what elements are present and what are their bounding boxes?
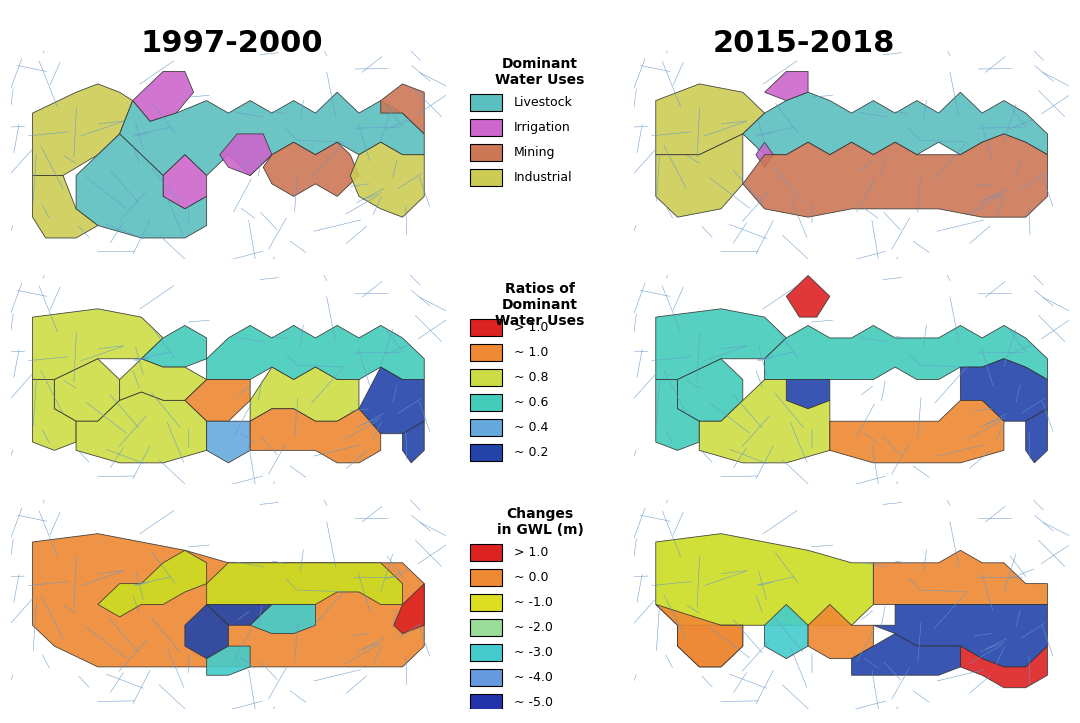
FancyBboxPatch shape (471, 594, 502, 611)
Text: 1997-2000: 1997-2000 (140, 29, 323, 58)
Polygon shape (206, 562, 403, 604)
FancyBboxPatch shape (471, 544, 502, 561)
Polygon shape (206, 422, 251, 463)
FancyBboxPatch shape (471, 344, 502, 361)
Polygon shape (699, 380, 829, 463)
FancyBboxPatch shape (471, 369, 502, 386)
FancyBboxPatch shape (471, 319, 502, 336)
Polygon shape (765, 604, 808, 659)
Polygon shape (133, 72, 193, 121)
Polygon shape (786, 380, 829, 408)
Polygon shape (32, 176, 98, 238)
Text: Mining: Mining (514, 146, 555, 159)
Text: Changes
in GWL (m): Changes in GWL (m) (497, 507, 583, 536)
FancyBboxPatch shape (471, 669, 502, 685)
Polygon shape (765, 72, 808, 100)
FancyBboxPatch shape (471, 169, 502, 186)
Polygon shape (359, 367, 424, 434)
Polygon shape (32, 534, 424, 667)
Polygon shape (54, 359, 120, 422)
Polygon shape (656, 604, 743, 667)
Polygon shape (219, 134, 272, 176)
Polygon shape (786, 275, 829, 317)
Polygon shape (829, 401, 1004, 463)
Text: Ratios of
Dominant
Water Uses: Ratios of Dominant Water Uses (496, 282, 584, 328)
Text: ~ -5.0: ~ -5.0 (514, 696, 553, 709)
Text: ~ -1.0: ~ -1.0 (514, 596, 553, 609)
FancyBboxPatch shape (471, 94, 502, 111)
Polygon shape (163, 155, 206, 209)
Text: > 1.0: > 1.0 (514, 546, 549, 559)
Text: Irrigation: Irrigation (514, 121, 570, 134)
Text: ~ 0.8: ~ 0.8 (514, 371, 549, 384)
Polygon shape (185, 380, 251, 422)
Polygon shape (141, 325, 206, 367)
Polygon shape (743, 93, 1048, 155)
Polygon shape (120, 93, 424, 176)
Polygon shape (874, 550, 1048, 604)
Polygon shape (743, 134, 1048, 217)
Polygon shape (251, 408, 381, 463)
Text: > 1.0: > 1.0 (514, 321, 549, 334)
Polygon shape (98, 550, 206, 617)
FancyBboxPatch shape (471, 119, 502, 136)
Text: ~ -2.0: ~ -2.0 (514, 621, 553, 634)
FancyBboxPatch shape (471, 694, 502, 711)
Polygon shape (76, 134, 206, 238)
Polygon shape (656, 309, 786, 380)
Text: ~ 0.2: ~ 0.2 (514, 446, 549, 459)
FancyBboxPatch shape (471, 644, 502, 661)
Text: ~ 1.0: ~ 1.0 (514, 346, 549, 359)
FancyBboxPatch shape (471, 145, 502, 161)
Polygon shape (677, 359, 743, 422)
Polygon shape (206, 325, 424, 380)
Polygon shape (251, 604, 315, 633)
Text: ~ 0.0: ~ 0.0 (514, 571, 549, 584)
Text: ~ 0.6: ~ 0.6 (514, 396, 549, 409)
Polygon shape (206, 604, 272, 625)
Polygon shape (1026, 408, 1048, 463)
Polygon shape (808, 604, 874, 659)
Text: ~ 0.4: ~ 0.4 (514, 421, 549, 434)
Polygon shape (677, 625, 743, 667)
Polygon shape (852, 633, 960, 675)
Text: Industrial: Industrial (514, 171, 572, 184)
Polygon shape (32, 84, 133, 176)
Polygon shape (185, 604, 228, 659)
Polygon shape (765, 325, 1048, 380)
Polygon shape (251, 367, 359, 422)
Polygon shape (394, 583, 424, 633)
Polygon shape (206, 646, 251, 675)
Text: ~ -4.0: ~ -4.0 (514, 671, 553, 684)
FancyBboxPatch shape (471, 444, 502, 461)
Text: Livestock: Livestock (514, 96, 572, 109)
Polygon shape (874, 604, 1048, 667)
Polygon shape (264, 142, 359, 197)
Text: ~ -3.0: ~ -3.0 (514, 646, 553, 659)
Polygon shape (120, 359, 206, 401)
Polygon shape (960, 359, 1048, 422)
Polygon shape (403, 422, 424, 463)
FancyBboxPatch shape (471, 569, 502, 586)
FancyBboxPatch shape (471, 419, 502, 436)
Polygon shape (656, 534, 874, 625)
Polygon shape (381, 84, 424, 134)
FancyBboxPatch shape (471, 394, 502, 411)
Polygon shape (76, 392, 206, 463)
Polygon shape (656, 84, 765, 155)
FancyBboxPatch shape (471, 619, 502, 636)
Polygon shape (656, 380, 699, 450)
Polygon shape (32, 309, 163, 380)
Polygon shape (350, 142, 424, 217)
Polygon shape (32, 380, 76, 450)
Text: 2015-2018: 2015-2018 (713, 29, 895, 58)
Text: Dominant
Water Uses: Dominant Water Uses (496, 57, 584, 87)
Polygon shape (656, 134, 743, 217)
Polygon shape (960, 646, 1048, 688)
Polygon shape (756, 142, 773, 167)
